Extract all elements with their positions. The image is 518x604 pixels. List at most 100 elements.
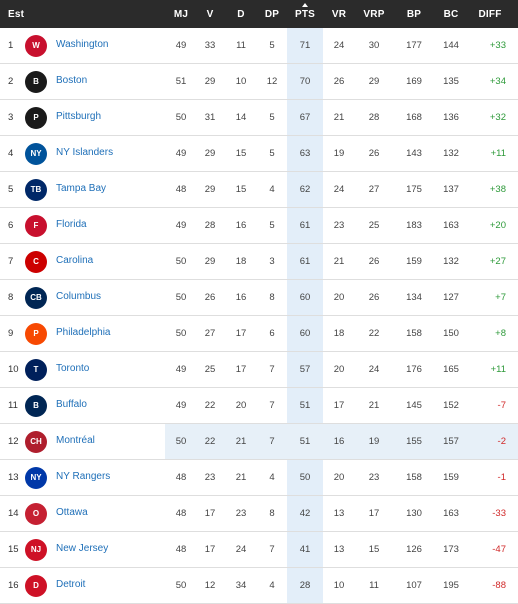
- table-row[interactable]: 6 F Florida 49 28 16 5 61 23 25 183 163 +20: [0, 208, 518, 244]
- pts-cell: 28: [299, 580, 311, 591]
- vr-cell: 13: [333, 544, 345, 555]
- d-cell: 14: [235, 112, 247, 123]
- header-vr[interactable]: VR: [331, 9, 347, 20]
- logo-mark: TB: [30, 185, 42, 194]
- team-name-link[interactable]: Pittsburgh: [56, 111, 102, 122]
- diff-cell: -2: [497, 436, 506, 447]
- canadiens-logo: CH: [25, 431, 47, 453]
- bp-cell: 158: [406, 472, 422, 483]
- header-v[interactable]: V: [206, 9, 214, 20]
- team-name-link[interactable]: Washington: [56, 39, 109, 50]
- team-name-link[interactable]: Detroit: [56, 579, 86, 590]
- header-rank[interactable]: Est: [8, 9, 25, 20]
- rank-cell: 16: [8, 580, 19, 591]
- bp-cell: 134: [406, 292, 422, 303]
- dp-cell: 5: [269, 148, 275, 159]
- vr-cell: 21: [333, 256, 345, 267]
- table-row[interactable]: 3 P Pittsburgh 50 31 14 5 67 21 28 168 136 +32: [0, 100, 518, 136]
- vrp-cell: 19: [368, 436, 380, 447]
- team-name-link[interactable]: Montréal: [56, 435, 95, 446]
- pts-cell: 61: [299, 220, 311, 231]
- v-cell: 29: [204, 256, 216, 267]
- diff-cell: +32: [489, 112, 506, 123]
- vr-cell: 21: [333, 112, 345, 123]
- table-row[interactable]: 11 B Buffalo 49 22 20 7 51 17 21 145 152 -7: [0, 388, 518, 424]
- table-row[interactable]: 5 TB Tampa Bay 48 29 15 4 62 24 27 175 137 +38: [0, 172, 518, 208]
- logo-mark: O: [32, 509, 40, 518]
- table-row[interactable]: 9 P Philadelphia 50 27 17 6 60 18 22 158 150 +8: [0, 316, 518, 352]
- table-header: Est MJ V D DP PTS VR VRP BP BC DIFF: [0, 0, 518, 28]
- team-name-link[interactable]: Columbus: [56, 291, 102, 302]
- d-cell: 21: [235, 472, 247, 483]
- islanders-logo: NY: [25, 143, 47, 165]
- header-dp[interactable]: DP: [264, 9, 280, 20]
- header-pts[interactable]: PTS: [285, 3, 325, 20]
- logo-mark: D: [33, 581, 39, 590]
- bc-cell: 152: [443, 400, 459, 411]
- header-bp[interactable]: BP: [406, 9, 422, 20]
- pts-cell: 51: [299, 400, 311, 411]
- table-row[interactable]: 2 B Boston 51 29 10 12 70 26 29 169 135 +34: [0, 64, 518, 100]
- table-row[interactable]: 1 W Washington 49 33 11 5 71 24 30 177 144 +33: [0, 28, 518, 64]
- mj-cell: 51: [175, 76, 187, 87]
- team-name-link[interactable]: Carolina: [56, 255, 94, 266]
- mj-cell: 50: [175, 328, 187, 339]
- table-row[interactable]: 15 NJ New Jersey 48 17 24 7 41 13 15 126 173 -47: [0, 532, 518, 568]
- devils-logo: NJ: [25, 539, 47, 561]
- mj-cell: 50: [175, 292, 187, 303]
- team-name-link[interactable]: Philadelphia: [56, 327, 111, 338]
- vr-cell: 20: [333, 292, 345, 303]
- team-name-link[interactable]: Florida: [56, 219, 87, 230]
- vr-cell: 13: [333, 508, 345, 519]
- bp-cell: 158: [406, 328, 422, 339]
- team-name-link[interactable]: Tampa Bay: [56, 183, 107, 194]
- bc-cell: 127: [443, 292, 459, 303]
- team-name-link[interactable]: Ottawa: [56, 507, 88, 518]
- vrp-cell: 26: [368, 148, 380, 159]
- penguins-logo: P: [25, 107, 47, 129]
- bp-cell: 130: [406, 508, 422, 519]
- rank-cell: 9: [8, 328, 14, 339]
- team-name-link[interactable]: NY Islanders: [56, 147, 114, 158]
- team-name-link[interactable]: Boston: [56, 75, 88, 86]
- team-name-link[interactable]: NY Rangers: [56, 471, 111, 482]
- header-bc[interactable]: BC: [443, 9, 459, 20]
- header-d[interactable]: D: [237, 9, 245, 20]
- bp-cell: 126: [406, 544, 422, 555]
- team-name-link[interactable]: Buffalo: [56, 399, 87, 410]
- vrp-cell: 29: [368, 76, 380, 87]
- pts-cell: 67: [299, 112, 311, 123]
- team-name-link[interactable]: Toronto: [56, 363, 90, 374]
- header-mj[interactable]: MJ: [173, 9, 189, 20]
- table-row[interactable]: 7 C Carolina 50 29 18 3 61 21 26 159 132 +27: [0, 244, 518, 280]
- header-vrp[interactable]: VRP: [363, 9, 385, 20]
- table-row[interactable]: 10 T Toronto 49 25 17 7 57 20 24 176 165 +11: [0, 352, 518, 388]
- table-row[interactable]: 16 D Detroit 50 12 34 4 28 10 11 107 195 -88: [0, 568, 518, 604]
- rank-cell: 11: [8, 400, 18, 411]
- table-row[interactable]: 14 O Ottawa 48 17 23 8 42 13 17 130 163 -33: [0, 496, 518, 532]
- vr-cell: 23: [333, 220, 345, 231]
- logo-mark: B: [33, 401, 39, 410]
- d-cell: 10: [235, 76, 247, 87]
- table-row[interactable]: 8 CB Columbus 50 26 16 8 60 20 26 134 127 +7: [0, 280, 518, 316]
- table-row[interactable]: 13 NY NY Rangers 48 23 21 4 50 20 23 158 159 -1: [0, 460, 518, 496]
- pts-cell: 41: [299, 544, 311, 555]
- v-cell: 25: [204, 364, 216, 375]
- dp-cell: 8: [269, 508, 275, 519]
- bruins-logo: B: [25, 71, 47, 93]
- rank-cell: 5: [8, 184, 14, 195]
- pts-cell: 51: [299, 436, 311, 447]
- v-cell: 26: [204, 292, 216, 303]
- dp-cell: 4: [269, 472, 275, 483]
- hurricanes-logo: C: [25, 251, 47, 273]
- vr-cell: 16: [333, 436, 345, 447]
- team-name-link[interactable]: New Jersey: [56, 543, 109, 554]
- diff-cell: -7: [497, 400, 506, 411]
- table-row[interactable]: 4 NY NY Islanders 49 29 15 5 63 19 26 143 132 +11: [0, 136, 518, 172]
- diff-cell: +11: [490, 364, 506, 375]
- header-diff[interactable]: DIFF: [478, 9, 502, 20]
- mj-cell: 48: [175, 508, 187, 519]
- v-cell: 23: [204, 472, 216, 483]
- v-cell: 27: [204, 328, 216, 339]
- table-row[interactable]: 12 CH Montréal 50 22 21 7 51 16 19 155 157 -2: [0, 424, 518, 460]
